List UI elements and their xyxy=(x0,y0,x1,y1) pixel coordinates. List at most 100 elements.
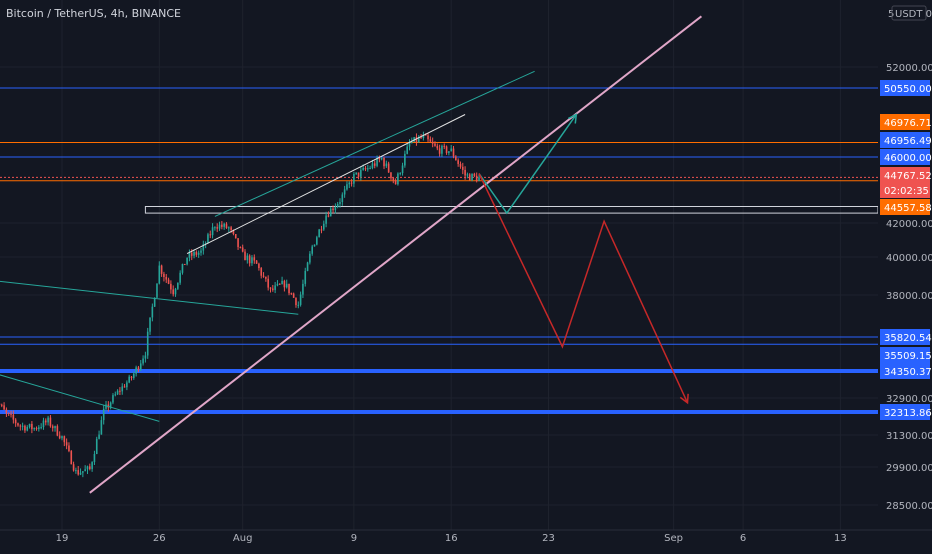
time-tick-label: Aug xyxy=(233,533,253,544)
candle-body xyxy=(68,445,70,451)
candle-body xyxy=(307,263,309,271)
candle-body xyxy=(270,288,272,289)
candle-body xyxy=(386,164,388,167)
candle-body xyxy=(258,264,260,268)
candle-body xyxy=(131,377,133,378)
candle-body xyxy=(288,284,290,293)
candle-body xyxy=(432,142,434,144)
candle-body xyxy=(337,204,339,207)
candle-body xyxy=(89,466,91,469)
price-level-label: 34350.37 xyxy=(884,367,932,378)
candle-body xyxy=(450,149,452,152)
candle-body xyxy=(43,421,45,428)
candle-body xyxy=(293,294,295,298)
candle-body xyxy=(462,167,464,170)
candle-body xyxy=(114,394,116,395)
price-tick-label: 38000.00 xyxy=(886,291,932,302)
candle-body xyxy=(374,163,376,165)
candle-body xyxy=(103,409,105,420)
candle-body xyxy=(96,439,98,454)
candle-body xyxy=(420,137,422,138)
candle-body xyxy=(237,238,239,247)
candle-body xyxy=(256,261,258,264)
candle-body xyxy=(154,298,156,307)
candle-body xyxy=(80,473,82,475)
candle-body xyxy=(467,174,469,175)
candle-body xyxy=(360,170,362,177)
candle-body xyxy=(57,426,59,436)
candle-body xyxy=(242,247,244,251)
candle-body xyxy=(209,234,211,235)
candle-body xyxy=(75,470,77,471)
candle-body xyxy=(321,229,323,230)
candle-body xyxy=(31,424,33,429)
candle-body xyxy=(214,227,216,228)
candle-body xyxy=(163,274,165,277)
candle-body xyxy=(381,158,383,159)
candle-body xyxy=(351,183,353,184)
candle-body xyxy=(38,427,40,429)
candle-body xyxy=(3,405,5,409)
candle-body xyxy=(226,224,228,228)
candle-body xyxy=(441,146,443,154)
candle-body xyxy=(196,252,198,255)
candle-body xyxy=(436,146,438,148)
price-tick-label: 31300.00 xyxy=(886,431,932,442)
candle-body xyxy=(170,284,172,290)
candle-body xyxy=(119,391,121,392)
candle-body xyxy=(98,435,100,439)
time-tick-label: 26 xyxy=(153,533,166,544)
candle-body xyxy=(212,227,214,235)
candle-body xyxy=(284,281,286,287)
candle-body xyxy=(223,224,225,227)
candle-body xyxy=(311,246,313,253)
candle-body xyxy=(309,254,311,263)
candle-body xyxy=(24,426,26,431)
candle-body xyxy=(142,359,144,364)
candle-body xyxy=(304,271,306,284)
candle-body xyxy=(297,305,299,306)
candle-body xyxy=(175,289,177,294)
candle-body xyxy=(54,426,56,428)
candle-body xyxy=(332,209,334,211)
candle-body xyxy=(117,391,119,395)
candle-body xyxy=(228,227,230,228)
candle-body xyxy=(274,285,276,289)
candle-body xyxy=(457,160,459,164)
symbol-title: Bitcoin / TetherUS, 4h, BINANCE xyxy=(6,7,181,20)
candle-body xyxy=(172,289,174,294)
candle-body xyxy=(372,163,374,168)
candle-body xyxy=(474,174,476,176)
candle-body xyxy=(476,176,478,181)
candle-body xyxy=(36,428,38,429)
price-tick-label: 42000.00 xyxy=(886,219,932,230)
candle-body xyxy=(207,234,209,243)
candle-body xyxy=(200,251,202,253)
price-level-label: 50550.00 xyxy=(884,84,932,95)
candle-body xyxy=(33,428,35,429)
candle-body xyxy=(314,245,316,247)
candle-body xyxy=(325,216,327,224)
candle-body xyxy=(434,144,436,146)
candle-body xyxy=(186,258,188,265)
candle-body xyxy=(70,451,72,464)
candle-body xyxy=(302,284,304,295)
candle-body xyxy=(455,156,457,160)
candle-body xyxy=(369,168,371,169)
price-tick-label: 40000.00 xyxy=(886,253,932,264)
candle-body xyxy=(17,423,19,425)
candle-body xyxy=(247,256,249,261)
candle-body xyxy=(64,436,66,442)
time-tick-label: 13 xyxy=(834,533,847,544)
candle-body xyxy=(330,209,332,217)
candle-body xyxy=(260,268,262,276)
candle-body xyxy=(358,173,360,177)
candle-body xyxy=(253,257,255,260)
candle-body xyxy=(59,436,61,439)
price-tick-label: 32900.00 xyxy=(886,394,932,405)
candle-body xyxy=(161,266,163,274)
